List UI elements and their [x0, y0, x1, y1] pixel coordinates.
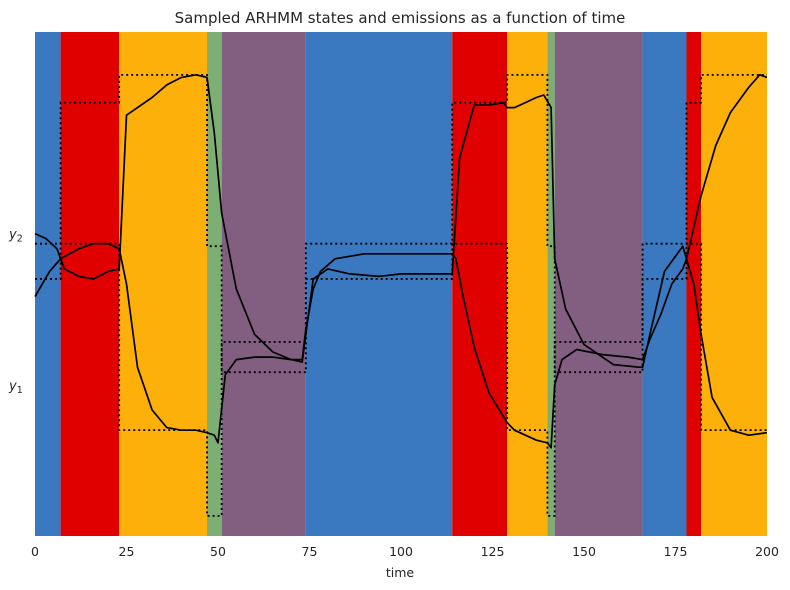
x-tick-label: 150 — [572, 544, 596, 559]
state-target-lines — [35, 73, 767, 517]
emission-line-1 — [34, 242, 768, 449]
x-tick-label: 200 — [755, 544, 779, 559]
y-axis-label: y2 — [8, 228, 23, 245]
state-segment — [305, 32, 453, 536]
state-segment — [701, 32, 767, 536]
x-axis-label: time — [386, 565, 415, 580]
state-segments — [35, 32, 767, 536]
x-tick-label: 0 — [31, 544, 39, 559]
state-segment — [554, 32, 643, 536]
state-segment — [207, 32, 222, 536]
state-segment — [119, 32, 208, 536]
x-tick-label: 125 — [481, 544, 505, 559]
state-segment — [642, 32, 687, 536]
state-segment — [507, 32, 548, 536]
x-tick-label: 175 — [664, 544, 688, 559]
y-axis-label: y1 — [8, 379, 23, 396]
x-tick-label: 75 — [302, 544, 318, 559]
x-tick-label: 50 — [210, 544, 226, 559]
emission-line-2 — [34, 73, 768, 369]
emission-lines — [34, 73, 768, 449]
x-axis-ticks: 0 25 50 75 100 125 150 175 200 — [31, 544, 779, 559]
state-segment — [60, 32, 120, 536]
state-segment — [35, 32, 61, 536]
y-axis-labels: y1 y2 — [8, 228, 23, 396]
state-segment — [221, 32, 306, 536]
target-line-y2 — [35, 73, 767, 374]
target-line-y1 — [35, 242, 767, 517]
x-tick-label: 100 — [389, 544, 413, 559]
chart-title: Sampled ARHMM states and emissions as a … — [175, 9, 626, 27]
state-segment — [547, 32, 555, 536]
x-tick-label: 25 — [119, 544, 135, 559]
